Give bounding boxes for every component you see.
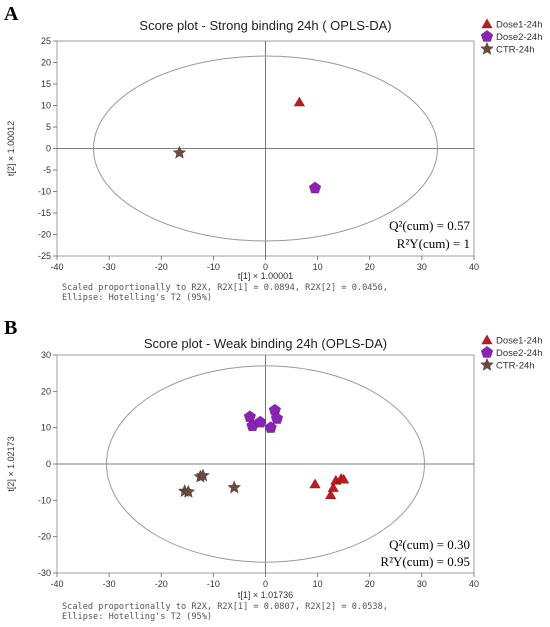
- x-tick-label: 20: [365, 262, 375, 272]
- legend-star-icon: [479, 41, 495, 56]
- y-tick-label: -20: [38, 532, 51, 542]
- caption-line: Ellipse: Hotelling's T2 (95%): [62, 293, 212, 303]
- x-tick-label: -20: [155, 262, 168, 272]
- y-axis-label: t[2] × 1.00012: [6, 121, 16, 176]
- x-tick-label: -10: [207, 262, 220, 272]
- y-tick-label: -10: [38, 495, 51, 505]
- pentagon-point: [264, 421, 277, 433]
- legend-entry: CTR-24h: [496, 361, 535, 372]
- y-tick-label: 0: [46, 144, 51, 154]
- model-statistic: R²Y(cum) = 0.95: [380, 554, 470, 569]
- x-tick-label: 30: [417, 262, 427, 272]
- hotelling-ellipse: [106, 365, 425, 563]
- y-tick-label: -15: [38, 208, 51, 218]
- caption-line: Scaled proportionally to R2X, R2X[1] = 0…: [62, 283, 388, 293]
- legend-triangle-icon: [481, 18, 493, 29]
- legend-entry: Dose1-24h: [496, 336, 542, 347]
- star-point: [172, 145, 187, 159]
- pentagon-point: [243, 410, 257, 423]
- model-statistic: Q²(cum) = 0.30: [389, 537, 470, 552]
- hotelling-ellipse: [92, 55, 439, 242]
- y-tick-label: 0: [46, 459, 51, 469]
- x-tick-label: -40: [50, 579, 63, 589]
- panel-b: B Score plot - Weak binding 24h (OPLS-DA)…: [4, 317, 542, 622]
- legend-pentagon-icon: [480, 29, 494, 42]
- star-point: [195, 468, 211, 482]
- chart-title: Score plot - Strong binding 24h ( OPLS-D…: [139, 18, 391, 33]
- y-tick-label: 30: [41, 350, 51, 360]
- caption-line: Ellipse: Hotelling's T2 (95%): [62, 612, 212, 622]
- model-statistic: R²Y(cum) = 1: [397, 236, 470, 251]
- x-tick-label: -20: [155, 579, 168, 589]
- legend-entry: Dose2-24h: [496, 32, 542, 43]
- triangle-point: [309, 478, 321, 489]
- x-tick-label: 10: [313, 262, 323, 272]
- triangle-point: [327, 481, 340, 492]
- y-tick-label: 10: [41, 423, 51, 433]
- panel-label: A: [4, 3, 19, 25]
- x-tick-label: 20: [365, 579, 375, 589]
- x-tick-label: 0: [263, 262, 268, 272]
- y-tick-label: -30: [38, 568, 51, 578]
- y-tick-label: 10: [41, 101, 51, 111]
- panel-label: B: [4, 317, 17, 339]
- y-tick-label: 20: [41, 386, 51, 396]
- triangle-point: [324, 489, 337, 500]
- x-axis-label: t[1] × 1.01736: [238, 590, 293, 600]
- legend-star-icon: [479, 357, 495, 372]
- star-point: [181, 484, 196, 499]
- legend-triangle-icon: [481, 334, 493, 345]
- y-axis-label: t[2] × 1.02173: [6, 436, 16, 491]
- x-tick-label: -30: [103, 579, 116, 589]
- y-tick-label: -5: [43, 165, 51, 175]
- x-tick-label: 40: [469, 579, 479, 589]
- legend-pentagon-icon: [480, 345, 494, 358]
- x-axis-label: t[1] × 1.00001: [238, 271, 293, 281]
- x-tick-label: -10: [207, 579, 220, 589]
- x-tick-label: 40: [469, 262, 479, 272]
- model-statistic: Q²(cum) = 0.57: [389, 218, 470, 233]
- x-tick-label: 30: [417, 579, 427, 589]
- pentagon-point: [308, 181, 322, 194]
- x-tick-label: -40: [50, 262, 63, 272]
- legend-entry: Dose1-24h: [496, 20, 542, 31]
- legend-entry: CTR-24h: [496, 45, 535, 56]
- y-tick-label: 20: [41, 58, 51, 68]
- caption-line: Scaled proportionally to R2X, R2X[1] = 0…: [62, 602, 388, 612]
- x-tick-label: 10: [313, 579, 323, 589]
- triangle-point: [293, 96, 306, 107]
- y-tick-label: -10: [38, 187, 51, 197]
- star-point: [227, 480, 242, 494]
- y-tick-label: -20: [38, 230, 51, 240]
- triangle-point: [337, 473, 350, 484]
- pentagon-point: [270, 412, 284, 424]
- y-tick-label: 25: [41, 36, 51, 46]
- y-tick-label: 5: [46, 122, 51, 132]
- legend-entry: Dose2-24h: [496, 348, 542, 359]
- pentagon-point: [254, 415, 267, 428]
- chart-title: Score plot - Weak binding 24h (OPLS-DA): [144, 336, 387, 351]
- x-tick-label: 0: [263, 579, 268, 589]
- panel-a: A Score plot - Strong binding 24h ( OPLS-…: [4, 3, 542, 303]
- y-tick-label: -25: [38, 251, 51, 261]
- y-tick-label: 15: [41, 79, 51, 89]
- x-tick-label: -30: [103, 262, 116, 272]
